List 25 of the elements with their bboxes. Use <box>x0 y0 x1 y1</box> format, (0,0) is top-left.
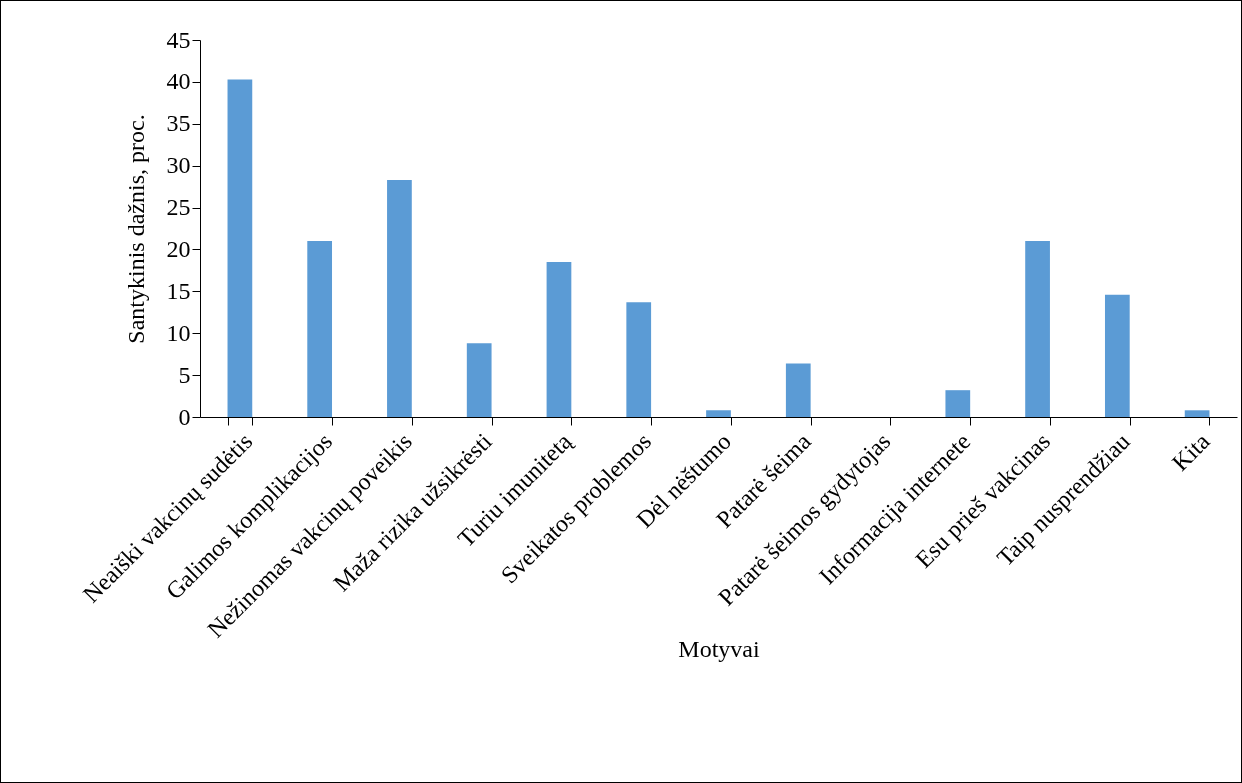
bar <box>945 390 971 417</box>
bar <box>466 343 492 417</box>
y-tick-label: 30 <box>166 152 191 179</box>
bar <box>785 363 811 417</box>
y-axis-title: Santykinis dažnis, proc. <box>122 114 149 344</box>
bar <box>626 302 652 417</box>
y-tick-label: 25 <box>166 194 191 221</box>
bar <box>546 262 572 417</box>
y-tick-label: 40 <box>166 68 191 95</box>
y-tick-label: 35 <box>166 110 191 137</box>
x-tick-label: Kita <box>1166 427 1215 476</box>
y-tick-label: 15 <box>166 277 191 304</box>
y-tick-label: 45 <box>166 26 191 53</box>
bar <box>1025 241 1050 417</box>
bar <box>387 179 412 417</box>
y-tick-label: 0 <box>178 403 191 430</box>
bar <box>1104 294 1130 417</box>
y-tick-label: 10 <box>166 319 191 346</box>
x-axis-title: Motyvai <box>678 635 760 662</box>
y-tick-label: 5 <box>178 361 191 388</box>
bar <box>227 79 253 417</box>
bar <box>706 410 731 417</box>
y-tick-label: 20 <box>166 235 191 262</box>
bar <box>307 241 333 417</box>
bar <box>1184 410 1210 417</box>
